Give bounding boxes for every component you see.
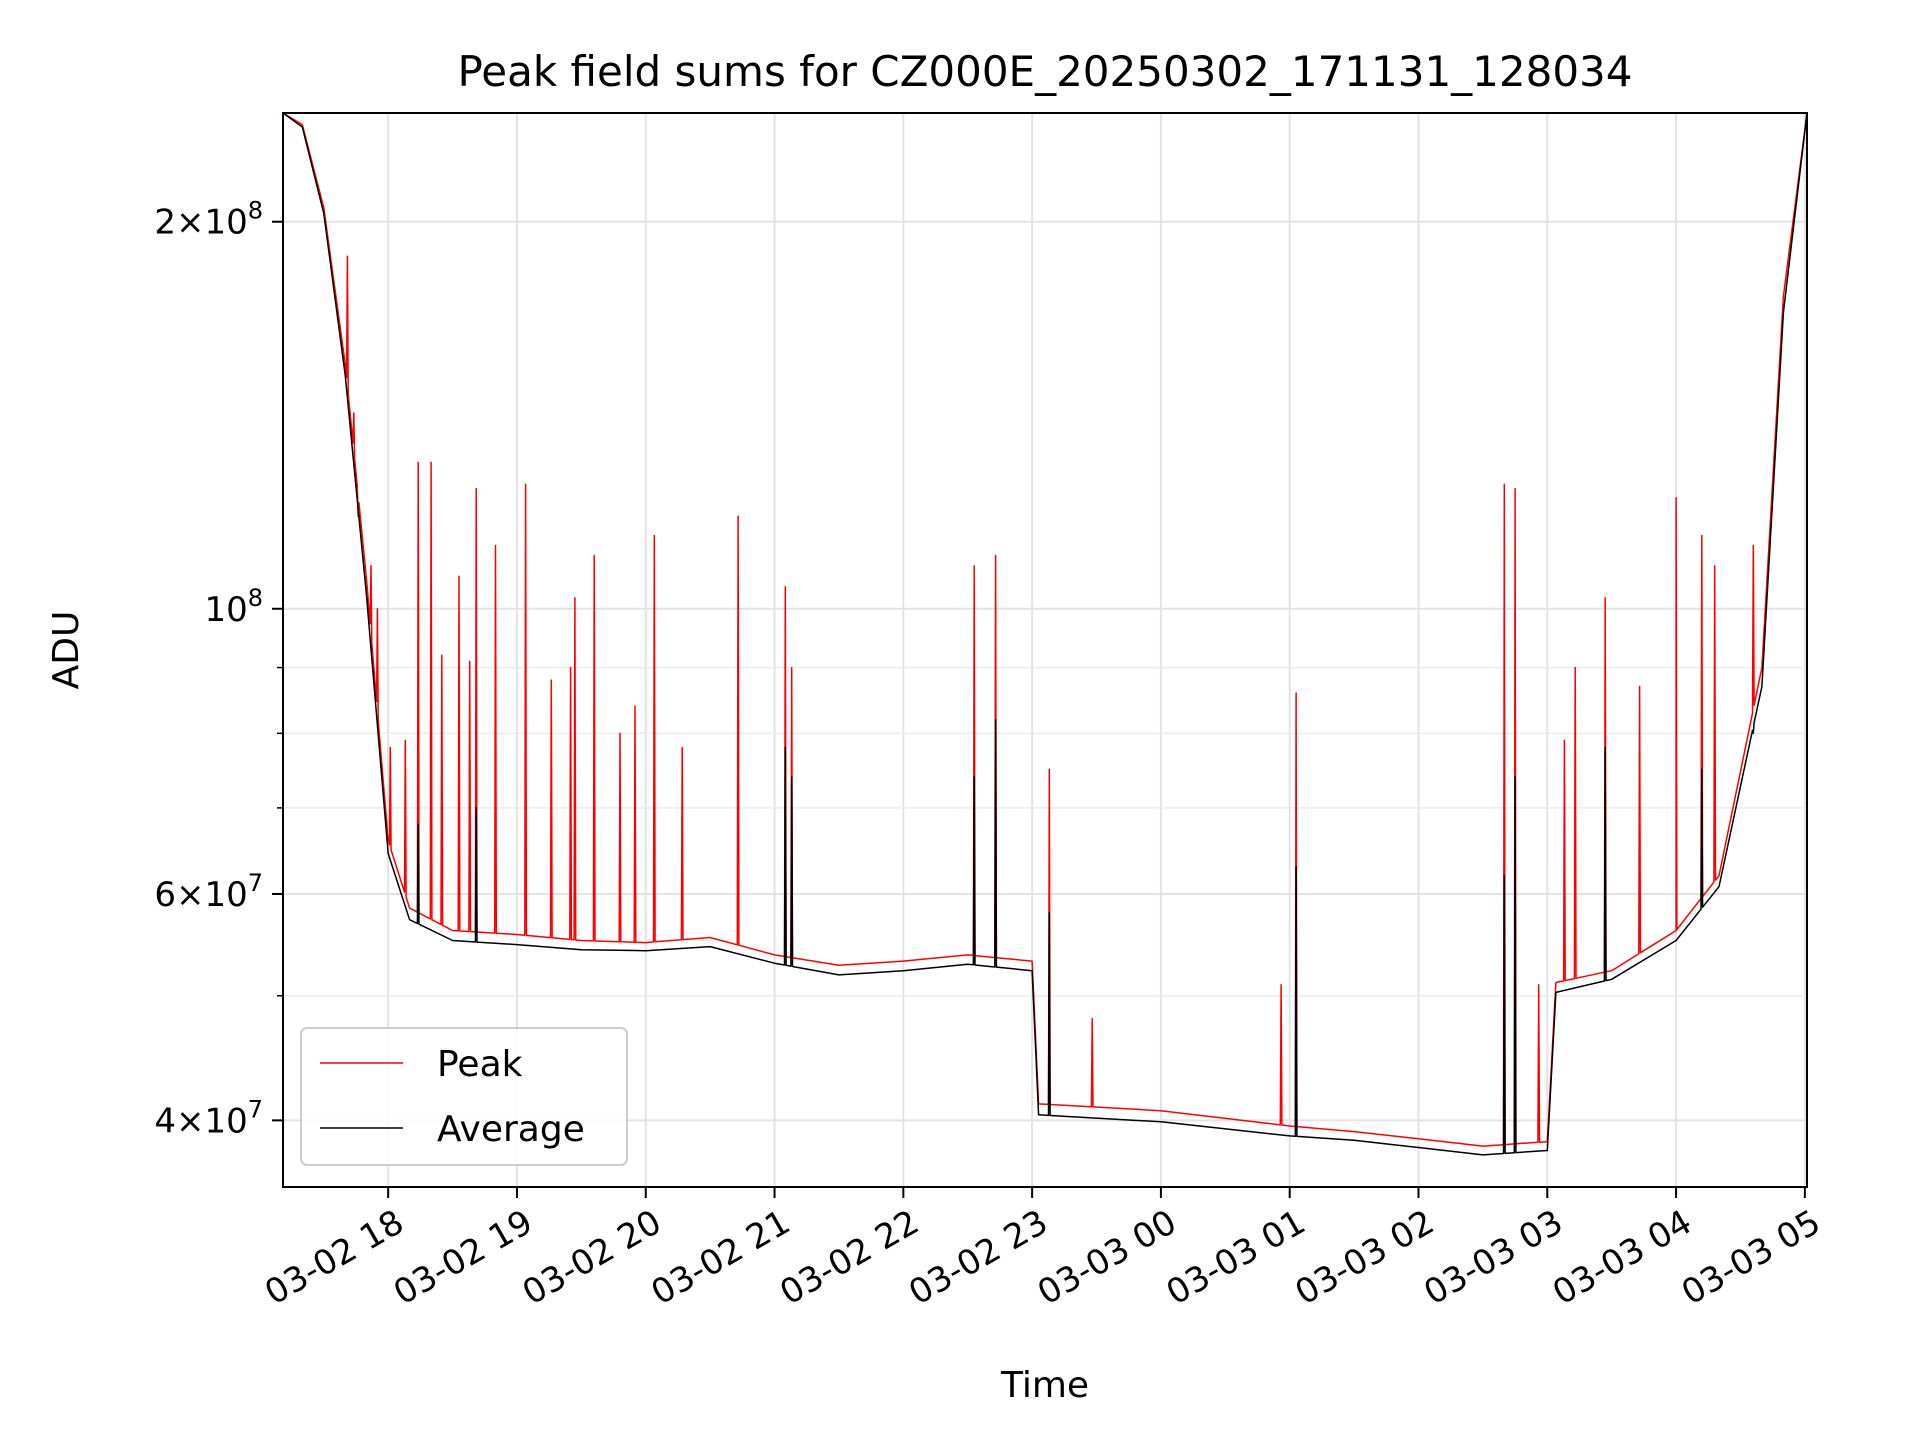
legend-label-peak: Peak — [437, 1044, 523, 1085]
plot-frame — [282, 112, 1808, 1188]
x-axis-label: Time — [1000, 1365, 1089, 1406]
y-tick-label: 4×107 — [154, 1095, 263, 1141]
y-tick-label: 108 — [204, 584, 263, 630]
grid-layer — [283, 113, 1807, 1187]
legend: Peak Average — [300, 1027, 628, 1166]
series-line-average — [282, 112, 1808, 1156]
legend-label-average: Average — [437, 1109, 585, 1150]
y-axis-label: ADU — [46, 611, 87, 690]
chart-title: Peak field sums for CZ000E_20250302_1711… — [457, 47, 1632, 96]
y-tick-label: 6×107 — [154, 869, 263, 915]
series-line-peak — [282, 112, 1808, 1147]
series-layer — [282, 112, 1808, 1156]
y-tick-label: 2×108 — [154, 197, 263, 243]
